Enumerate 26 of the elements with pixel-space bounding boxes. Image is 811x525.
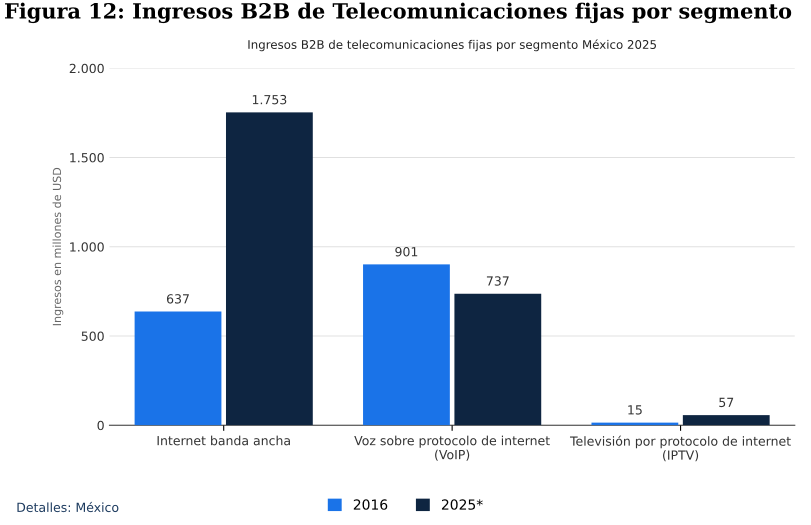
y-tick-label: 2.000 xyxy=(70,64,104,74)
bar xyxy=(134,312,222,426)
text: Detalles: México xyxy=(17,502,118,512)
data-label: 57 xyxy=(719,398,734,408)
x-tick-label: Televisión por protocolo de internet (IPTV) xyxy=(570,436,791,462)
bar xyxy=(591,422,678,426)
y-axis-title: Ingresos en millones de USD xyxy=(52,168,64,326)
legend-label: 2025* xyxy=(442,499,483,510)
bar xyxy=(226,112,313,426)
data-label: 1.753 xyxy=(252,94,286,104)
x-tick-label: Internet banda ancha xyxy=(158,436,290,446)
data-label: 637 xyxy=(166,294,189,304)
chart-title: Ingresos B2B de telecomunicaciones fijas por segmento México 2025 xyxy=(248,39,656,52)
data-label: 901 xyxy=(395,246,418,256)
y-tick-label: 0 xyxy=(97,420,104,430)
y-tick-label: 1.000 xyxy=(70,242,104,252)
bar xyxy=(682,415,770,426)
y-tick-label: 500 xyxy=(82,331,104,341)
x-tick-label: Voz sobre protocolo de internet (VoIP) xyxy=(354,436,550,461)
legend-label: 2016 xyxy=(354,499,388,510)
bar xyxy=(454,294,542,426)
text: Figura 12: Ingresos B2B de Telecomunicaciones fijas por segmento xyxy=(5,2,792,24)
bar xyxy=(363,264,450,426)
y-tick-label: 1.500 xyxy=(70,152,104,162)
data-label: 737 xyxy=(486,276,509,286)
data-label: 15 xyxy=(628,405,642,415)
